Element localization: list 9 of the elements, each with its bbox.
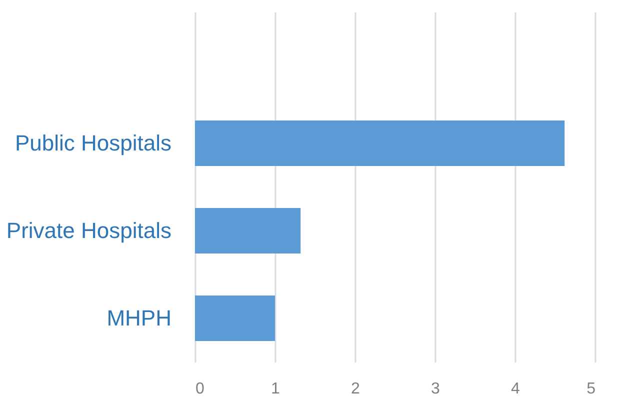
y-tick-label: Private Hospitals — [6, 218, 172, 243]
y-tick-label: Public Hospitals — [14, 130, 172, 156]
x-tick-label: 1 — [271, 380, 280, 398]
x-tick-label: 3 — [431, 380, 440, 398]
x-tick-label: 2 — [351, 380, 360, 398]
x-tick-label: 5 — [586, 380, 596, 398]
x-tick-label: 0 — [196, 380, 204, 398]
x-tick-label: 4 — [511, 380, 520, 398]
y-tick-label: MHPH — [106, 305, 172, 330]
